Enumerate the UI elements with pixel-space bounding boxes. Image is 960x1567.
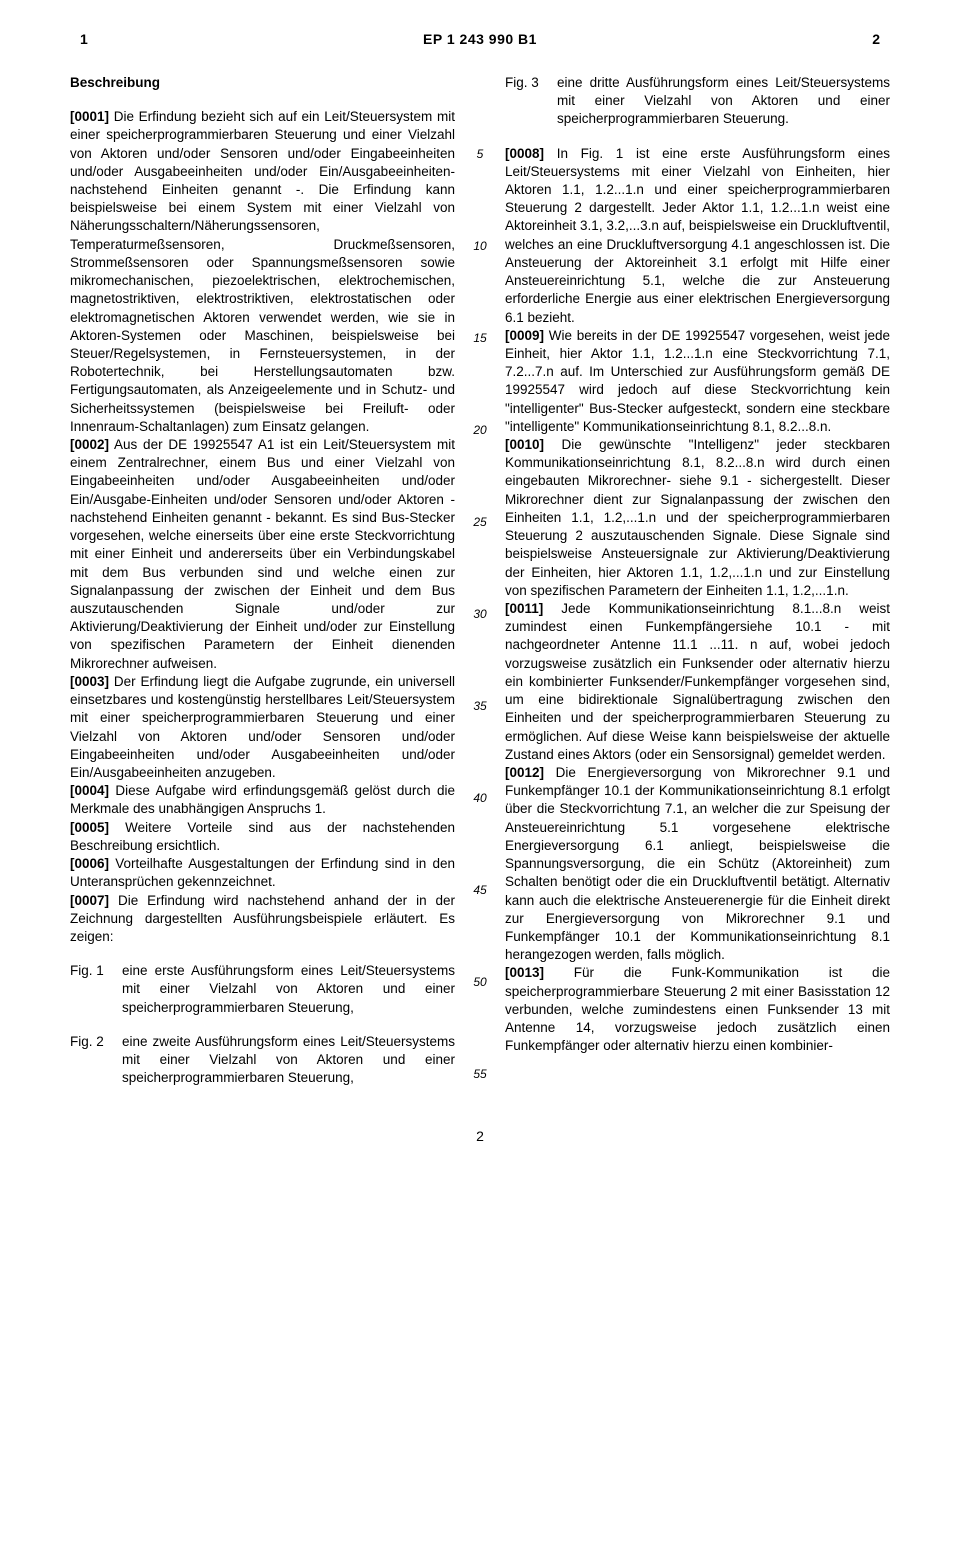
- paragraph-7: [0007] Die Erfindung wird nachstehend an…: [70, 892, 455, 947]
- line-marker: 15: [469, 330, 491, 346]
- para-num-11: [0011]: [505, 601, 543, 616]
- page-number: 2: [70, 1127, 890, 1146]
- para-text-5: Weitere Vorteile sind aus der nachstehen…: [70, 820, 455, 853]
- paragraph-11: [0011] Jede Kommunikationseinrichtung 8.…: [505, 600, 890, 764]
- para-num-10: [0010]: [505, 437, 544, 452]
- para-num-1: [0001]: [70, 109, 109, 124]
- para-num-9: [0009]: [505, 328, 544, 343]
- para-num-13: [0013]: [505, 965, 544, 980]
- para-text-3: Der Erfindung liegt die Aufgabe zugrunde…: [70, 674, 455, 780]
- figure-3-text: eine dritte Ausführungsform eines Leit/S…: [557, 74, 890, 129]
- para-text-8: In Fig. 1 ist eine erste Ausführungsform…: [505, 146, 890, 325]
- para-text-2: Aus der DE 19925547 A1 ist ein Leit/Steu…: [70, 437, 455, 671]
- figure-1-text: eine erste Ausführungsform eines Leit/St…: [122, 962, 455, 1017]
- line-marker: 20: [469, 422, 491, 438]
- line-marker: 45: [469, 882, 491, 898]
- figure-1-label: Fig. 1: [70, 962, 122, 1017]
- figure-2-label: Fig. 2: [70, 1033, 122, 1088]
- paragraph-1: [0001] Die Erfindung bezieht sich auf ei…: [70, 108, 455, 436]
- paragraph-6: [0006] Vorteilhafte Ausgestaltungen der …: [70, 855, 455, 891]
- figure-3-label: Fig. 3: [505, 74, 557, 129]
- figure-2-text: eine zweite Ausführungsform eines Leit/S…: [122, 1033, 455, 1088]
- description-title: Beschreibung: [70, 74, 455, 92]
- para-num-4: [0004]: [70, 783, 109, 798]
- figure-3-block: Fig. 3 eine dritte Ausführungsform eines…: [505, 74, 890, 129]
- left-column: Beschreibung [0001] Die Erfindung bezieh…: [70, 74, 455, 1088]
- header-right: 2: [872, 30, 880, 49]
- paragraph-10: [0010] Die gewünschte "Intelligenz" jede…: [505, 436, 890, 600]
- paragraph-8: [0008] In Fig. 1 ist eine erste Ausführu…: [505, 145, 890, 327]
- figure-2-block: Fig. 2 eine zweite Ausführungsform eines…: [70, 1033, 455, 1088]
- para-num-8: [0008]: [505, 146, 544, 161]
- column-container: 5 10 15 20 25 30 35 40 45 50 55 Beschrei…: [70, 74, 890, 1088]
- para-num-2: [0002]: [70, 437, 109, 452]
- line-marker: 5: [469, 146, 491, 162]
- figure-1-block: Fig. 1 eine erste Ausführungsform eines …: [70, 962, 455, 1017]
- para-text-1: Die Erfindung bezieht sich auf ein Leit/…: [70, 109, 455, 434]
- paragraph-2: [0002] Aus der DE 19925547 A1 ist ein Le…: [70, 436, 455, 673]
- paragraph-13: [0013] Für die Funk-Kommunikation ist di…: [505, 964, 890, 1055]
- line-marker: 25: [469, 514, 491, 530]
- line-marker: 10: [469, 238, 491, 254]
- header-center: EP 1 243 990 B1: [423, 30, 537, 49]
- para-text-7: Die Erfindung wird nachstehend anhand de…: [70, 893, 455, 944]
- line-marker: 55: [469, 1066, 491, 1082]
- para-num-5: [0005]: [70, 820, 109, 835]
- header-left: 1: [80, 30, 88, 49]
- para-text-13: Für die Funk-Kommunikation ist die speic…: [505, 965, 890, 1053]
- line-marker: 40: [469, 790, 491, 806]
- para-num-3: [0003]: [70, 674, 109, 689]
- para-num-7: [0007]: [70, 893, 109, 908]
- para-text-6: Vorteilhafte Ausgestaltungen der Erfindu…: [70, 856, 455, 889]
- para-text-12: Die Energieversorgung von Mikrorechner 9…: [505, 765, 890, 962]
- line-marker: 35: [469, 698, 491, 714]
- paragraph-3: [0003] Der Erfindung liegt die Aufgabe z…: [70, 673, 455, 782]
- para-text-11: Jede Kommunikationseinrichtung 8.1...8.n…: [505, 601, 890, 762]
- paragraph-12: [0012] Die Energieversorgung von Mikrore…: [505, 764, 890, 964]
- line-marker: 30: [469, 606, 491, 622]
- page-header: 1 EP 1 243 990 B1 2: [70, 30, 890, 49]
- para-text-10: Die gewünschte "Intelligenz" jeder steck…: [505, 437, 890, 598]
- line-marker: 50: [469, 974, 491, 990]
- para-num-6: [0006]: [70, 856, 109, 871]
- para-num-12: [0012]: [505, 765, 544, 780]
- right-column: Fig. 3 eine dritte Ausführungsform eines…: [505, 74, 890, 1088]
- paragraph-9: [0009] Wie bereits in der DE 19925547 vo…: [505, 327, 890, 436]
- paragraph-4: [0004] Diese Aufgabe wird erfindungsgemä…: [70, 782, 455, 818]
- para-text-4: Diese Aufgabe wird erfindungsgemäß gelös…: [70, 783, 455, 816]
- para-text-9: Wie bereits in der DE 19925547 vorgesehe…: [505, 328, 890, 434]
- paragraph-5: [0005] Weitere Vorteile sind aus der nac…: [70, 819, 455, 855]
